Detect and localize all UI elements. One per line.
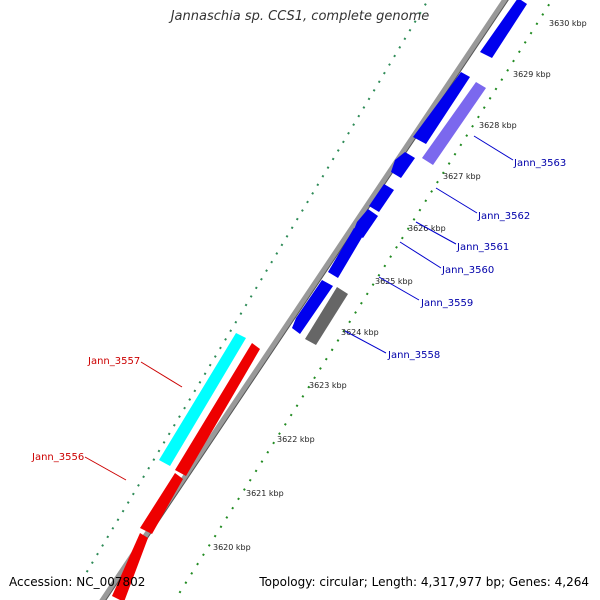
scale-labels: 3620 kbp 3621 kbp 3622 kbp 3623 kbp 3624… xyxy=(213,19,587,552)
leader-line xyxy=(399,241,442,269)
gene-jann-3563-arrow[interactable] xyxy=(422,82,486,165)
scale-label: 3621 kbp xyxy=(246,489,284,498)
gene-label-jann-3557[interactable]: Jann_3557 xyxy=(87,356,140,367)
gene-reverse-arrow[interactable] xyxy=(140,473,183,534)
scale-label: 3623 kbp xyxy=(309,381,347,390)
scale-label: 3629 kbp xyxy=(513,70,551,79)
reverse-genes xyxy=(112,333,260,600)
gene-label-jann-3560[interactable]: Jann_3560 xyxy=(441,265,494,276)
gene-forward-arrow[interactable] xyxy=(391,152,415,178)
gene-forward-arrow[interactable] xyxy=(413,72,470,144)
gene-forward-arrow[interactable] xyxy=(328,228,364,278)
gene-jann-3558-arrow[interactable] xyxy=(305,287,348,345)
scale-label: 3628 kbp xyxy=(479,121,517,130)
gene-label-jann-3563[interactable]: Jann_3563 xyxy=(513,158,566,169)
gene-forward-arrow[interactable] xyxy=(353,209,378,238)
gene-reverse-arrow[interactable] xyxy=(112,533,148,600)
leader-line xyxy=(378,276,420,301)
gene-forward-arrow[interactable] xyxy=(292,280,333,334)
gene-jann-3557-arrow[interactable] xyxy=(159,333,246,466)
leader-line xyxy=(344,330,387,354)
leader-line xyxy=(473,135,514,161)
gene-label-jann-3559[interactable]: Jann_3559 xyxy=(420,298,473,309)
scale-label: 3625 kbp xyxy=(375,277,413,286)
gene-label-jann-3562[interactable]: Jann_3562 xyxy=(477,211,530,222)
scale-label: 3624 kbp xyxy=(341,328,379,337)
summary-text: Topology: circular; Length: 4,317,977 bp… xyxy=(259,575,589,589)
scale-label: 3627 kbp xyxy=(443,172,481,181)
accession-text: Accession: NC_007802 xyxy=(9,575,146,589)
leader-line xyxy=(415,221,457,245)
inner-scale-ruler xyxy=(174,0,554,600)
leader-line xyxy=(435,187,478,214)
scale-label: 3630 kbp xyxy=(549,19,587,28)
gene-label-jann-3556[interactable]: Jann_3556 xyxy=(31,452,84,463)
forward-genes xyxy=(292,0,527,345)
gene-label-jann-3558[interactable]: Jann_3558 xyxy=(387,350,440,361)
gene-forward-arrow[interactable] xyxy=(369,184,394,212)
scale-label: 3622 kbp xyxy=(277,435,315,444)
reverse-gene-labels: Jann_3557 Jann_3556 xyxy=(31,356,183,481)
leader-line xyxy=(84,456,127,481)
leader-line xyxy=(140,361,183,388)
gene-label-jann-3561[interactable]: Jann_3561 xyxy=(456,242,509,253)
gene-jann-3556-arrow[interactable] xyxy=(175,343,260,476)
scale-label: 3620 kbp xyxy=(213,543,251,552)
page-title: Jannaschia sp. CCS1, complete genome xyxy=(170,9,430,24)
forward-gene-labels: Jann_3563 Jann_3562 Jann_3561 Jann_3560 … xyxy=(344,135,566,361)
gene-forward-arrow[interactable] xyxy=(480,0,527,58)
